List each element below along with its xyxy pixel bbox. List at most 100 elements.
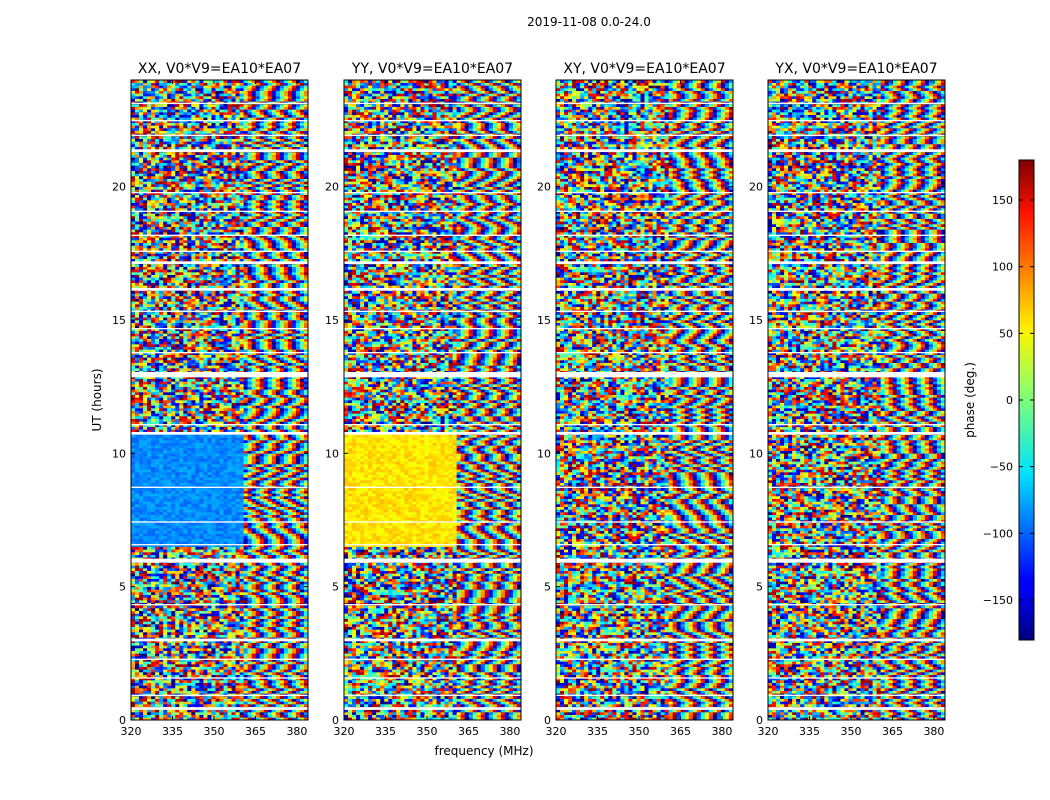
- heatmap-cell: [284, 568, 288, 571]
- heatmap-cell: [191, 621, 195, 624]
- heatmap-cell: [264, 683, 268, 686]
- heatmap-cell: [272, 533, 276, 536]
- heatmap-cell: [272, 581, 276, 584]
- heatmap-cell: [207, 501, 211, 504]
- heatmap-cell: [155, 552, 159, 555]
- heatmap-cell: [220, 629, 224, 632]
- heatmap-cell: [220, 515, 224, 518]
- heatmap-cell: [139, 592, 143, 595]
- heatmap-cell: [175, 579, 179, 582]
- heatmap-cell: [240, 627, 244, 630]
- heatmap-cell: [248, 571, 252, 574]
- heatmap-cell: [179, 688, 183, 691]
- heatmap-cell: [215, 563, 219, 566]
- heatmap-cell: [244, 589, 248, 592]
- heatmap-cell: [195, 504, 199, 507]
- heatmap-cell: [199, 696, 203, 699]
- heatmap-cell: [199, 568, 203, 571]
- heatmap-cell: [195, 619, 199, 622]
- heatmap-cell: [135, 509, 139, 512]
- heatmap-cell: [240, 605, 244, 608]
- heatmap-cell: [211, 661, 215, 664]
- heatmap-cell: [296, 568, 300, 571]
- heatmap-cell: [252, 605, 256, 608]
- heatmap-cell: [147, 565, 151, 568]
- heatmap-cell: [135, 600, 139, 603]
- heatmap-cell: [163, 515, 167, 518]
- heatmap-cell: [268, 608, 272, 611]
- heatmap-cell: [296, 584, 300, 587]
- heatmap-cell: [155, 653, 159, 656]
- heatmap-cell: [199, 645, 203, 648]
- heatmap-cell: [147, 573, 151, 576]
- heatmap-cell: [131, 512, 135, 515]
- heatmap-cell: [228, 629, 232, 632]
- heatmap-cell: [296, 680, 300, 683]
- heatmap-cell: [280, 571, 284, 574]
- heatmap-cell: [151, 645, 155, 648]
- heatmap-cell: [296, 536, 300, 539]
- heatmap-cell: [248, 669, 252, 672]
- heatmap-cell: [179, 624, 183, 627]
- heatmap-cell: [272, 504, 276, 507]
- heatmap-cell: [195, 664, 199, 667]
- heatmap-cell: [195, 672, 199, 675]
- heatmap-cell: [276, 656, 280, 659]
- heatmap-cell: [296, 563, 300, 566]
- heatmap-cell: [171, 576, 175, 579]
- heatmap-cell: [135, 584, 139, 587]
- heatmap-cell: [244, 627, 248, 630]
- heatmap-cell: [260, 531, 264, 534]
- heatmap-cell: [143, 669, 147, 672]
- heatmap-cell: [276, 515, 280, 518]
- heatmap-cell: [147, 685, 151, 688]
- heatmap-cell: [199, 605, 203, 608]
- heatmap-cell: [224, 704, 228, 707]
- heatmap-cell: [252, 643, 256, 646]
- heatmap-cell: [220, 635, 224, 638]
- heatmap-cell: [228, 608, 232, 611]
- heatmap-cell: [211, 629, 215, 632]
- heatmap-cell: [143, 576, 147, 579]
- heatmap-cell: [260, 680, 264, 683]
- heatmap-cell: [232, 549, 236, 552]
- heatmap-cell: [260, 667, 264, 670]
- heatmap-cell: [284, 555, 288, 558]
- heatmap-cell: [276, 621, 280, 624]
- heatmap-cell: [171, 501, 175, 504]
- heatmap-cell: [220, 552, 224, 555]
- heatmap-cell: [252, 576, 256, 579]
- heatmap-cell: [207, 632, 211, 635]
- heatmap-cell: [163, 651, 167, 654]
- heatmap-cell: [228, 704, 232, 707]
- heatmap-cell: [207, 549, 211, 552]
- heatmap-cell: [252, 528, 256, 531]
- heatmap-cell: [292, 571, 296, 574]
- heatmap-cell: [252, 632, 256, 635]
- heatmap-cell: [159, 592, 163, 595]
- heatmap-cell: [256, 584, 260, 587]
- heatmap-cell: [260, 581, 264, 584]
- heatmap-cell: [131, 605, 135, 608]
- heatmap-cell: [139, 552, 143, 555]
- heatmap-cell: [211, 635, 215, 638]
- heatmap-cell: [300, 704, 304, 707]
- heatmap-cell: [296, 704, 300, 707]
- heatmap-cell: [220, 643, 224, 646]
- heatmap-cell: [220, 605, 224, 608]
- heatmap-cell: [232, 648, 236, 651]
- heatmap-cell: [232, 696, 236, 699]
- heatmap-cell: [288, 661, 292, 664]
- heatmap-cell: [236, 555, 240, 558]
- heatmap-cell: [207, 688, 211, 691]
- heatmap-cell: [256, 701, 260, 704]
- heatmap-cell: [268, 656, 272, 659]
- heatmap-cell: [252, 688, 256, 691]
- heatmap-cell: [276, 664, 280, 667]
- heatmap-cell: [228, 632, 232, 635]
- heatmap-cell: [276, 507, 280, 510]
- heatmap-cell: [220, 672, 224, 675]
- heatmap-cell: [211, 605, 215, 608]
- heatmap-cell: [228, 683, 232, 686]
- heatmap-cell: [147, 605, 151, 608]
